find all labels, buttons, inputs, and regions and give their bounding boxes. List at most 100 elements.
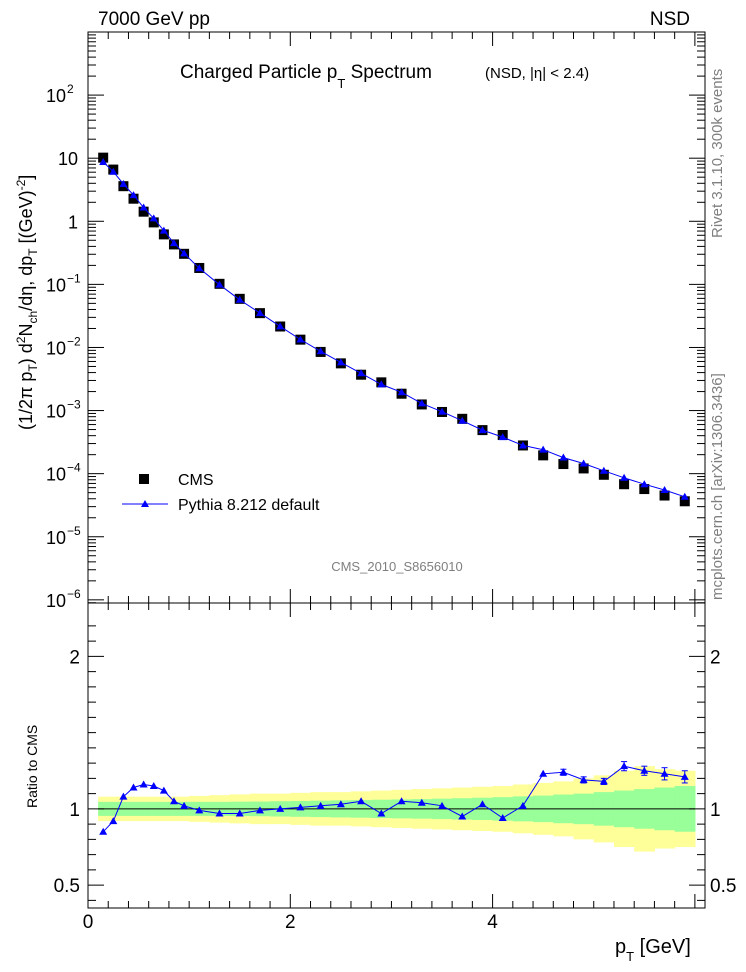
chart-title-sub: T	[337, 76, 345, 91]
ratio-point	[336, 800, 345, 808]
cms-point	[158, 229, 169, 240]
chart-title: Charged Particle pT Spectrum	[180, 62, 432, 91]
cms-point	[659, 490, 670, 501]
ratio-point	[518, 801, 527, 809]
y-tick-exponent: −3	[67, 398, 81, 412]
mc-point	[377, 380, 386, 388]
x-axis-label: pT [GeV]	[615, 936, 691, 964]
mc-point	[99, 158, 108, 166]
mc-point	[620, 473, 629, 481]
mc-point	[417, 399, 426, 407]
mc-point	[478, 426, 487, 434]
ratio-tick-label-right: 2	[710, 647, 721, 668]
mc-point	[276, 322, 285, 330]
mc-point	[296, 335, 305, 343]
rivet-label: Rivet 3.1.10, 300k events	[709, 69, 726, 238]
ratio-point	[139, 780, 148, 788]
y-tick-label: 10	[58, 149, 78, 169]
x-tick-label: 4	[487, 912, 498, 933]
ratio-point	[255, 806, 264, 814]
mc-point	[336, 358, 345, 366]
ratio-line	[102, 765, 685, 833]
y-tick-label: 10	[46, 465, 66, 485]
ratio-tick-label: 1	[69, 800, 80, 821]
ratio-panel: 0 2 4 0.5 0.5 1 1 2 2	[54, 602, 736, 933]
ratio-point	[109, 817, 118, 825]
cms-point	[138, 206, 149, 217]
y-tick-exponent: −6	[67, 587, 81, 601]
mc-point	[215, 280, 224, 288]
ratio-point	[276, 804, 285, 812]
y-tick-label: 10	[46, 402, 66, 422]
ratio-point	[417, 798, 426, 806]
mc-point	[169, 239, 178, 247]
analysis-label: CMS_2010_S8656010	[331, 559, 463, 574]
mc-point	[180, 249, 189, 257]
mc-point	[397, 388, 406, 396]
mc-point	[518, 441, 527, 449]
ratio-point	[195, 806, 204, 814]
cms-point	[128, 193, 139, 204]
legend-mc-label: Pythia 8.212 default	[178, 497, 320, 514]
x-axis-label-main: p	[615, 936, 626, 958]
chart-title-note: (NSD, |η| < 2.4)	[485, 65, 589, 82]
y-tick-label: 10	[46, 275, 66, 295]
ratio-frame	[87, 602, 706, 909]
ratio-point	[559, 768, 568, 776]
mc-point	[579, 459, 588, 467]
ratio-point	[377, 809, 386, 817]
ratio-tick-label-right: 1	[710, 800, 721, 821]
cms-point	[98, 152, 109, 163]
ratio-point	[397, 797, 406, 805]
mc-point	[438, 407, 447, 415]
y-tick-exponent: 2	[67, 82, 74, 96]
energy-label: 7000 GeV pp	[98, 9, 210, 30]
ratio-point	[235, 809, 244, 817]
x-tick-label: 2	[285, 912, 296, 933]
mc-point	[458, 416, 467, 424]
ratio-point	[215, 809, 224, 817]
mc-point	[149, 214, 158, 222]
ratio-point	[620, 762, 629, 770]
legend-data-label: CMS	[178, 472, 214, 489]
ratio-tick-label: 2	[69, 647, 80, 668]
cms-point	[148, 217, 159, 228]
ratio-point	[539, 769, 548, 777]
y-tick-label: 10	[46, 528, 66, 548]
ratio-point	[498, 814, 507, 822]
y-axis-label: (1/2π pT) d2Nch/dη, dpT [(GeV)-2]	[14, 175, 40, 430]
mc-point	[119, 179, 128, 187]
x-tick-label: 0	[83, 912, 94, 933]
cms-point	[619, 479, 630, 490]
mc-point	[316, 347, 325, 355]
cms-point	[538, 450, 549, 461]
cms-point	[558, 459, 569, 470]
ratio-point	[660, 769, 669, 777]
mc-point	[159, 226, 168, 234]
mc-point	[255, 309, 264, 317]
cms-point	[679, 496, 690, 507]
y-tick-label: 1	[68, 212, 78, 232]
ratio-point	[169, 797, 178, 805]
ratio-point	[99, 827, 108, 835]
ratio-point	[296, 803, 305, 811]
mc-point	[539, 445, 548, 453]
chart-title-after: Spectrum	[345, 62, 432, 83]
x-axis-label-unit: [GeV]	[634, 936, 691, 958]
mc-point	[129, 191, 138, 199]
ratio-point	[458, 812, 467, 820]
ratio-point	[159, 786, 168, 794]
mc-point	[498, 433, 507, 441]
mc-point	[640, 480, 649, 488]
ratio-point	[316, 801, 325, 809]
y-tick-exponent: −2	[67, 334, 81, 348]
cms-point	[578, 463, 589, 474]
y-tick-label: 10	[46, 86, 66, 106]
chart-title-main: Charged Particle p	[180, 62, 337, 83]
mc-point	[660, 486, 669, 494]
mc-point	[195, 264, 204, 272]
ratio-point	[357, 797, 366, 805]
mc-point	[109, 167, 118, 175]
mcplots-label: mcplots.cern.ch [arXiv:1306.3436]	[709, 373, 726, 600]
